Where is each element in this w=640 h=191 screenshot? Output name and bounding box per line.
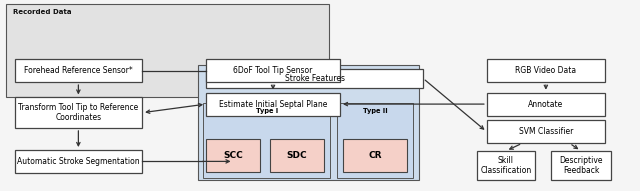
- FancyBboxPatch shape: [337, 103, 413, 178]
- FancyBboxPatch shape: [206, 69, 423, 88]
- FancyBboxPatch shape: [6, 4, 328, 97]
- Text: SCC: SCC: [223, 151, 243, 160]
- Text: Recorded Data: Recorded Data: [13, 9, 71, 15]
- FancyBboxPatch shape: [198, 65, 419, 180]
- Text: Estimate Initial Septal Plane: Estimate Initial Septal Plane: [219, 100, 327, 109]
- FancyBboxPatch shape: [477, 151, 534, 180]
- Text: Descriptive
Feedback: Descriptive Feedback: [559, 155, 603, 175]
- FancyBboxPatch shape: [15, 59, 142, 82]
- Text: CR: CR: [369, 151, 382, 160]
- FancyBboxPatch shape: [550, 151, 611, 180]
- Text: Automatic Stroke Segmentation: Automatic Stroke Segmentation: [17, 157, 140, 166]
- FancyBboxPatch shape: [487, 120, 605, 143]
- Text: SVM Classifier: SVM Classifier: [518, 127, 573, 136]
- FancyBboxPatch shape: [206, 139, 260, 172]
- Text: Stroke Features: Stroke Features: [285, 74, 344, 83]
- Text: Forehead Reference Sensor*: Forehead Reference Sensor*: [24, 66, 132, 75]
- Text: Annotate: Annotate: [528, 100, 563, 109]
- Text: SDC: SDC: [287, 151, 307, 160]
- FancyBboxPatch shape: [270, 139, 324, 172]
- Text: RGB Video Data: RGB Video Data: [515, 66, 577, 75]
- FancyBboxPatch shape: [206, 59, 340, 82]
- FancyBboxPatch shape: [15, 150, 142, 173]
- Text: Type I: Type I: [255, 108, 278, 114]
- FancyBboxPatch shape: [487, 59, 605, 82]
- Text: Transform Tool Tip to Reference
Coordinates: Transform Tool Tip to Reference Coordina…: [19, 103, 138, 122]
- FancyBboxPatch shape: [343, 139, 407, 172]
- FancyBboxPatch shape: [487, 93, 605, 116]
- Text: Type II: Type II: [363, 108, 387, 114]
- Text: Skill
Classification: Skill Classification: [481, 155, 532, 175]
- FancyBboxPatch shape: [203, 103, 330, 178]
- FancyBboxPatch shape: [206, 93, 340, 116]
- FancyBboxPatch shape: [15, 97, 142, 128]
- Text: 6DoF Tool Tip Sensor: 6DoF Tool Tip Sensor: [234, 66, 313, 75]
